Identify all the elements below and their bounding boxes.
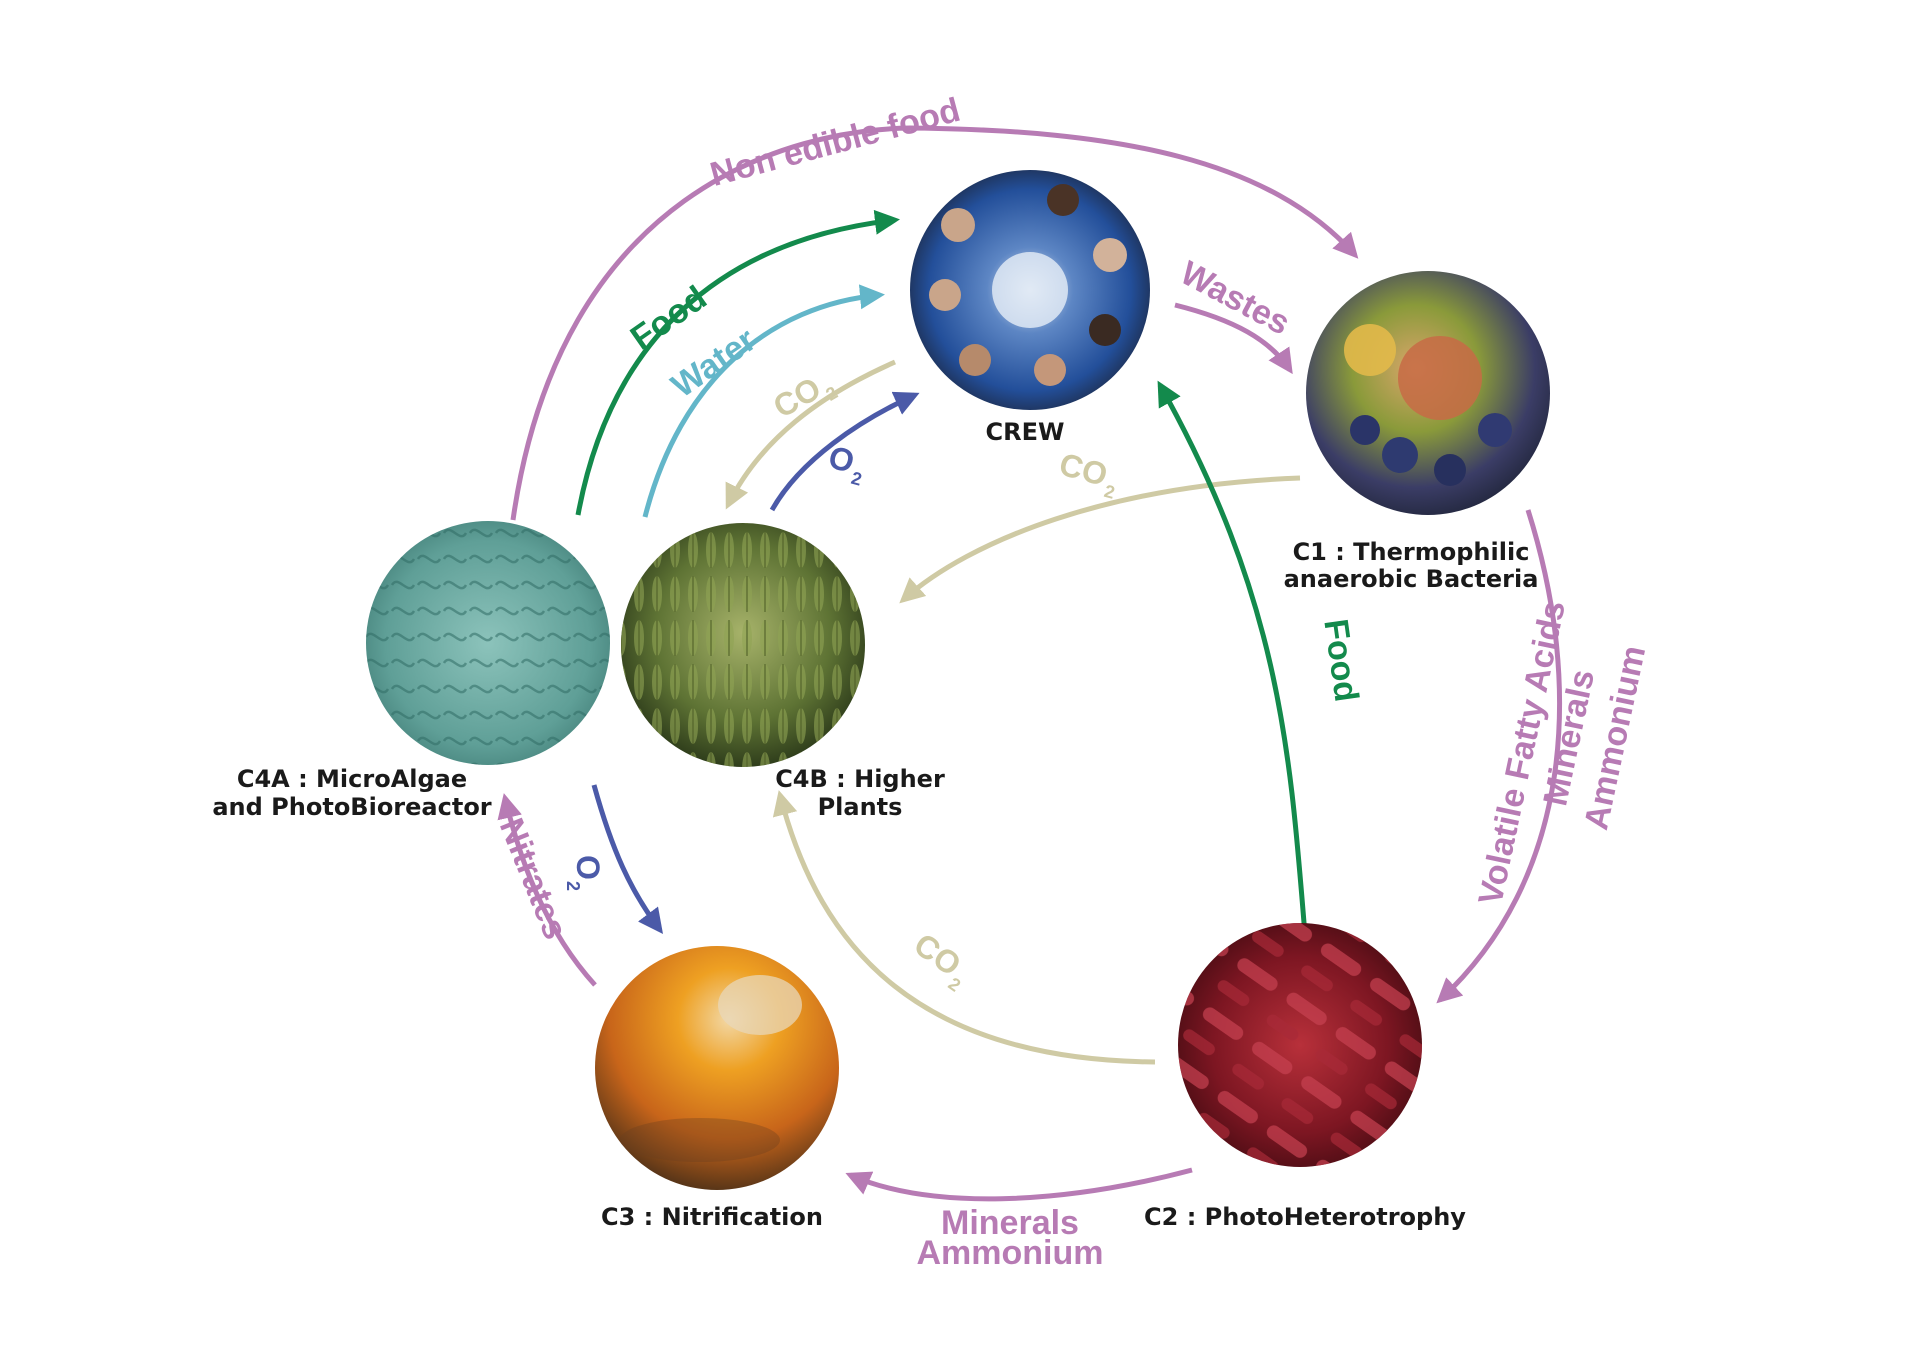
arrow-co2-mid (899, 475, 1301, 604)
c4b-label-line2: Plants (818, 793, 903, 821)
c3-label: C3 : Nitrification (601, 1203, 823, 1231)
c4a-label-line1: C4A : MicroAlgae (237, 765, 467, 793)
arrow-co2-top (725, 359, 897, 510)
c1-image (1306, 271, 1550, 515)
arrow-o2-top (769, 391, 920, 512)
c4a-image (366, 521, 610, 765)
arrow-co2-bottom (772, 790, 1156, 1065)
crew-image (910, 170, 1150, 410)
c4b-label-line1: C4B : Higher (775, 765, 945, 793)
c2-label: C2 : PhotoHeterotrophy (1144, 1203, 1466, 1231)
flow-label-ammonium: Ammonium (917, 1234, 1104, 1272)
arrow-vfa (1436, 509, 1562, 1004)
arrow-non-edible-food (510, 125, 1359, 521)
co2-top-text: CO (767, 370, 827, 425)
o2-left-subscript: 2 (563, 881, 583, 891)
flow-label-minerals: Minerals (941, 1204, 1079, 1242)
flow-label-co2-bottom: CO 2 (908, 926, 968, 996)
flow-label-o2-left: O 2 (563, 855, 606, 891)
arrow-minerals (845, 1167, 1193, 1202)
flow-label-co2-top: CO 2 (767, 370, 841, 425)
flow-label-food-right: Food (1316, 617, 1365, 705)
arrow-food-right (1157, 380, 1308, 936)
c1-label-line1: C1 : Thermophilic (1293, 538, 1530, 566)
c1-label-line2: anaerobic Bacteria (1284, 565, 1539, 593)
arrow-food-top (575, 209, 900, 516)
flow-label-food-top: Food (624, 279, 714, 358)
c3-image (595, 946, 839, 1190)
flow-label-co2-mid: CO 2 (1056, 446, 1117, 503)
flow-label-non-edible-food: Non edible food (706, 91, 964, 194)
flow-label-wastes: Wastes (1174, 254, 1296, 343)
crew-label: CREW (986, 418, 1065, 446)
c2-image (1178, 923, 1422, 1167)
arrow-wastes (1174, 302, 1293, 375)
o2-left-text: O (570, 855, 606, 880)
c4a-label-line2: and PhotoBioreactor (212, 793, 491, 821)
arrow-water (642, 284, 885, 518)
arrow-nitrates (497, 793, 597, 987)
co2-mid-text: CO (1056, 446, 1112, 493)
c4b-image (621, 523, 865, 767)
arrow-o2-left (591, 784, 663, 935)
co2-mid-subscript: 2 (1102, 481, 1117, 503)
flow-label-nitrates: Nitrates (492, 813, 575, 945)
o2-top-subscript: 2 (849, 468, 864, 490)
